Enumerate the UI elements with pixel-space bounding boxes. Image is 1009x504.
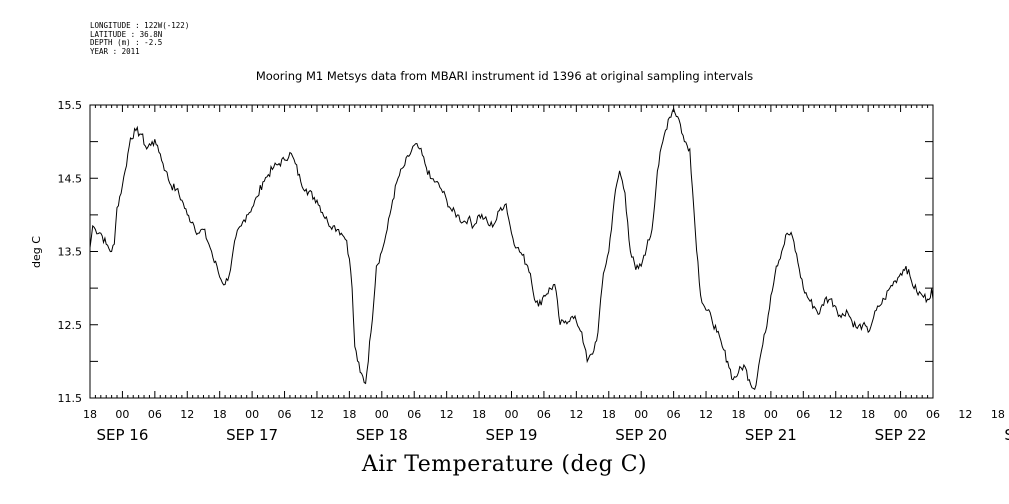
y-tick-label: 11.5 [58, 392, 83, 405]
date-label: SEP 23 [1004, 426, 1009, 444]
air-temperature-series-line [89, 107, 934, 390]
x-hour-label: 18 [342, 408, 356, 421]
y-axis-label: deg C [30, 236, 43, 268]
x-hour-label: 18 [991, 408, 1005, 421]
x-hour-label: 06 [148, 408, 162, 421]
x-hour-label: 18 [472, 408, 486, 421]
y-tick-label: 12.5 [58, 319, 83, 332]
x-hour-label: 06 [537, 408, 551, 421]
x-hour-label: 18 [861, 408, 875, 421]
x-hour-label: 18 [213, 408, 227, 421]
x-hour-label: 00 [894, 408, 908, 421]
x-hour-label: 06 [796, 408, 810, 421]
chart-title: Mooring M1 Metsys data from MBARI instru… [255, 69, 754, 83]
x-hour-label: 00 [764, 408, 778, 421]
x-hour-label: 12 [829, 408, 843, 421]
x-hour-label: 00 [505, 408, 519, 421]
date-label: SEP 19 [486, 426, 538, 444]
location-metadata: LONGITUDE : 122W(-122) LATITUDE : 36.8N … [90, 21, 190, 56]
x-hour-label: 00 [115, 408, 129, 421]
x-hour-label: 00 [245, 408, 259, 421]
x-hour-label: 06 [278, 408, 292, 421]
depth-text: DEPTH (m) : -2.5 [90, 38, 163, 48]
x-hour-label: 00 [634, 408, 648, 421]
x-hour-label: 12 [569, 408, 583, 421]
y-tick-label: 13.5 [58, 246, 83, 259]
longitude-text: LONGITUDE : 122W(-122) [90, 21, 190, 30]
date-label: SEP 22 [875, 426, 927, 444]
variable-caption: Air Temperature (deg C) [361, 452, 648, 477]
x-hour-label: 12 [310, 408, 324, 421]
date-label: SEP 17 [226, 426, 278, 444]
x-hour-label: 12 [699, 408, 713, 421]
x-hour-label: 18 [602, 408, 616, 421]
y-tick-label: 14.5 [58, 172, 83, 185]
series-group [89, 107, 934, 390]
x-hour-label: 12 [180, 408, 194, 421]
x-hour-label: 12 [440, 408, 454, 421]
x-hour-label: 12 [958, 408, 972, 421]
x-hour-label: 00 [375, 408, 389, 421]
latitude-text: LATITUDE : 36.8N [90, 29, 163, 39]
date-label: SEP 18 [356, 426, 408, 444]
date-label: SEP 16 [96, 426, 148, 444]
y-axis-ticks: 15.5 14.5 13.5 12.5 11.5 [58, 99, 933, 405]
plot-frame [89, 104, 934, 399]
x-hour-label: 06 [407, 408, 421, 421]
x-hour-label: 18 [731, 408, 745, 421]
y-tick-label: 15.5 [58, 99, 83, 112]
date-label: SEP 20 [615, 426, 667, 444]
x-axis-ticks: 18 00 06 12 18 00 06 12 18 00 06 12 18 00 06 12 18 00 06 12… [83, 105, 1009, 444]
x-hour-label: 18 [83, 408, 97, 421]
x-hour-label: 06 [667, 408, 681, 421]
x-hour-label: 06 [926, 408, 940, 421]
date-label: SEP 21 [745, 426, 797, 444]
year-text: YEAR : 2011 [90, 46, 140, 56]
